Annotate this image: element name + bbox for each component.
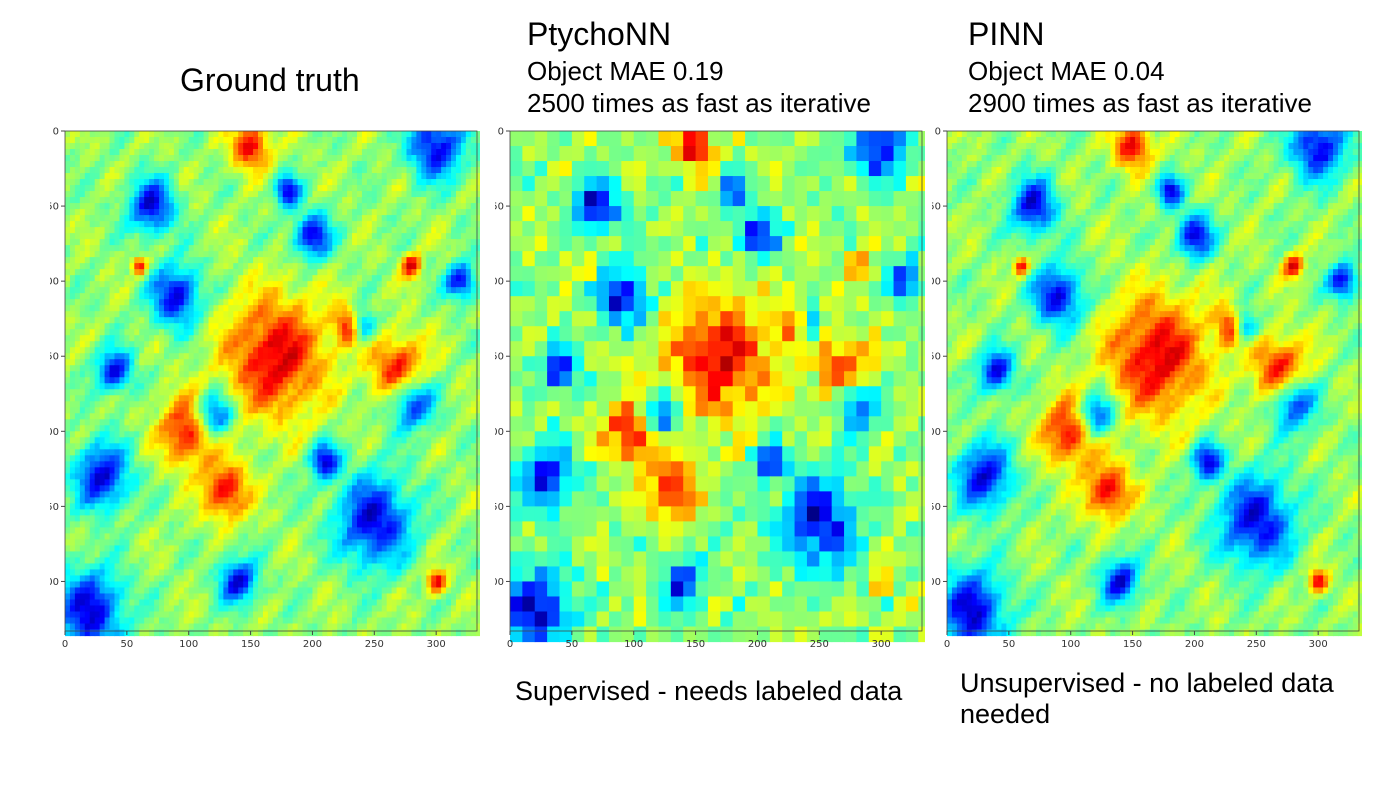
y-tick-label: 50 xyxy=(495,202,504,213)
pinn-mae: Object MAE 0.04 xyxy=(968,56,1165,86)
y-tick-label: 100 xyxy=(495,277,504,288)
x-tick-label: 300 xyxy=(1309,639,1328,650)
heatmap-frame xyxy=(946,130,1360,632)
x-tick-label: 0 xyxy=(62,639,68,650)
y-tick-label: 250 xyxy=(495,502,504,513)
heatmap-cells xyxy=(510,131,925,643)
pinn-title: PINN xyxy=(968,16,1045,52)
x-tick-label: 300 xyxy=(872,639,891,650)
x-tick-label: 150 xyxy=(241,639,260,650)
y-tick-label: 250 xyxy=(932,502,941,513)
y-tick-label: 0 xyxy=(53,127,59,138)
x-tick-label: 100 xyxy=(624,639,643,650)
y-tick-label: 50 xyxy=(932,202,941,213)
ptychonn-heatmap: 0 50 100 150 200 250 300 0 50 100 150 200 250 300 xyxy=(495,127,925,650)
ptychonn-speed: 2500 times as fast as iterative xyxy=(527,88,871,118)
y-tick-label: 300 xyxy=(50,577,59,588)
y-tick-label: 150 xyxy=(932,352,941,363)
ptychonn-mae: Object MAE 0.19 xyxy=(527,56,724,86)
y-tick-label: 100 xyxy=(932,277,941,288)
x-tick-label: 250 xyxy=(810,639,829,650)
heatmap-cells xyxy=(65,131,480,637)
ptychonn-title: PtychoNN xyxy=(527,16,672,52)
y-tick-label: 200 xyxy=(932,427,941,438)
pinn-speed: 2900 times as fast as iterative xyxy=(968,88,1312,118)
y-tick-label: 300 xyxy=(932,577,941,588)
ground-truth-heatmap: 0 50 100 150 200 250 300 0 50 100 150 200 250 300 xyxy=(50,127,480,650)
y-tick-label: 200 xyxy=(495,427,504,438)
y-tick-label: 50 xyxy=(50,202,59,213)
x-tick-label: 250 xyxy=(1247,639,1266,650)
heatmap-cells xyxy=(947,131,1362,637)
x-tick-label: 0 xyxy=(944,639,950,650)
y-tick-label: 200 xyxy=(50,427,59,438)
x-tick-label: 300 xyxy=(427,639,446,650)
x-tick-label: 200 xyxy=(1185,639,1204,650)
x-tick-label: 150 xyxy=(1123,639,1142,650)
heatmap-frame xyxy=(64,130,478,632)
ptychonn-image-panel: 0 50 100 150 200 250 300 0 50 100 150 200 250 300 xyxy=(495,125,925,655)
x-tick-label: 200 xyxy=(303,639,322,650)
pinn-heatmap: 0 50 100 150 200 250 300 0 50 100 150 200 250 300 xyxy=(932,127,1362,650)
y-tick-label: 0 xyxy=(498,127,504,138)
y-tick-label: 300 xyxy=(495,577,504,588)
ground-truth-title: Ground truth xyxy=(180,62,360,98)
y-tick-label: 250 xyxy=(50,502,59,513)
ground-truth-image-panel: 0 50 100 150 200 250 300 0 50 100 150 200 250 300 xyxy=(50,125,480,655)
y-tick-label: 150 xyxy=(50,352,59,363)
pinn-image-panel: 0 50 100 150 200 250 300 0 50 100 150 200 250 300 xyxy=(932,125,1362,655)
x-tick-label: 250 xyxy=(365,639,384,650)
heatmap-frame xyxy=(509,130,923,632)
x-tick-label: 50 xyxy=(1002,639,1015,650)
x-tick-label: 0 xyxy=(507,639,513,650)
x-tick-label: 200 xyxy=(748,639,767,650)
y-tick-label: 100 xyxy=(50,277,59,288)
y-tick-label: 0 xyxy=(935,127,941,138)
pinn-note: Unsupervised - no labeled data needed xyxy=(960,668,1334,729)
x-tick-label: 50 xyxy=(565,639,578,650)
y-tick-label: 150 xyxy=(495,352,504,363)
x-tick-label: 100 xyxy=(1061,639,1080,650)
x-tick-label: 150 xyxy=(686,639,705,650)
x-tick-label: 50 xyxy=(120,639,133,650)
ptychonn-note: Supervised - needs labeled data xyxy=(515,676,903,706)
x-tick-label: 100 xyxy=(179,639,198,650)
